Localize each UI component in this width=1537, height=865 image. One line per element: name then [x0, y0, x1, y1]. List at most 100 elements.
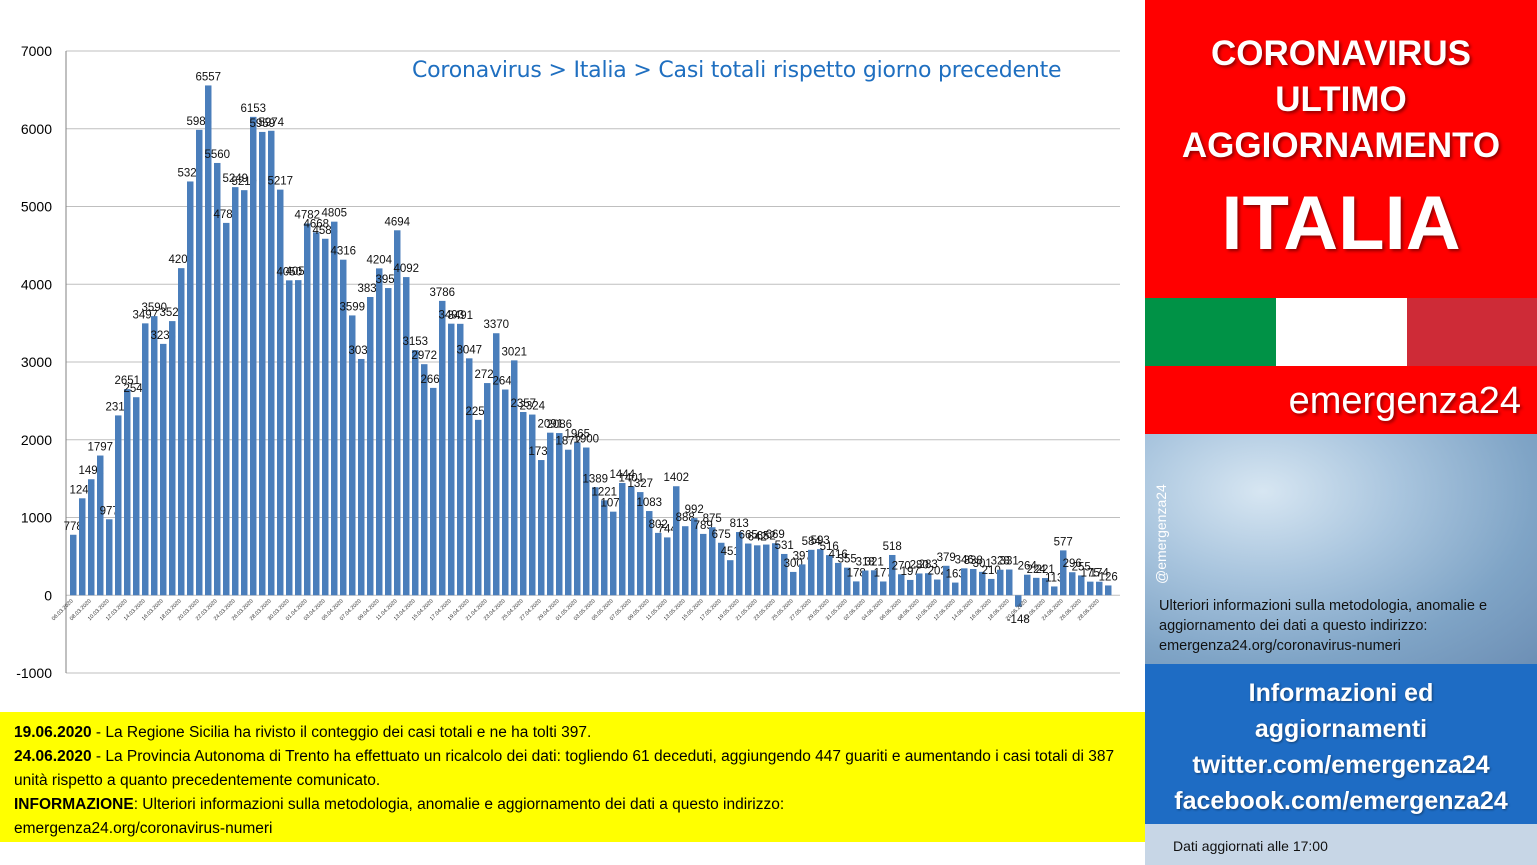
- chart-title: Coronavirus > Italia > Casi totali rispe…: [412, 58, 1062, 83]
- bar: [700, 533, 707, 596]
- bar: [790, 571, 797, 596]
- bar: [808, 549, 815, 596]
- headline-line-2: ULTIMO: [1275, 80, 1407, 119]
- bar: [160, 343, 167, 596]
- data-label: 802: [649, 519, 668, 531]
- bar: [1060, 550, 1067, 596]
- bar: [304, 223, 311, 596]
- data-label: 2086: [546, 419, 572, 431]
- bar: [637, 492, 644, 596]
- bar: [151, 316, 158, 596]
- data-label: 355: [838, 554, 857, 566]
- data-label: 3493: [438, 310, 464, 322]
- data-label: 224: [1027, 564, 1047, 576]
- data-label: 675: [712, 529, 731, 541]
- data-label: 6153: [240, 103, 266, 115]
- data-label: 593: [811, 535, 830, 547]
- bar-chart: -100001000200030004000500060007000778124…: [16, 43, 1120, 681]
- bar: [862, 570, 869, 596]
- data-label: 1797: [87, 442, 113, 454]
- bar: [691, 518, 698, 596]
- data-label: 221: [1036, 564, 1055, 576]
- data-label: 4668: [303, 218, 329, 230]
- data-label: 652: [757, 531, 776, 543]
- bar: [619, 482, 626, 596]
- brand-bar: emergenza24: [1145, 366, 1537, 434]
- data-label: 175: [1081, 568, 1100, 580]
- data-label: 778: [64, 521, 83, 533]
- bar: [241, 190, 248, 596]
- data-label: 1444: [609, 469, 635, 481]
- data-label: 202: [928, 566, 947, 578]
- bar: [916, 573, 923, 596]
- data-label: 4092: [393, 263, 419, 275]
- note-3-text: : Ulteriori informazioni sulla metodolog…: [133, 796, 785, 813]
- data-label: 3153: [402, 336, 428, 348]
- bar: [592, 487, 599, 596]
- bar: [1105, 585, 1112, 596]
- bar: [718, 542, 725, 596]
- facebook-link[interactable]: facebook.com/emergenza24: [1174, 787, 1508, 815]
- data-label: 665: [739, 530, 758, 542]
- social-line-1: Informazioni ed: [1248, 679, 1434, 707]
- flag-white: [1276, 298, 1407, 366]
- data-label: 283: [919, 559, 938, 571]
- data-label: 3590: [141, 302, 167, 314]
- bar: [70, 534, 77, 596]
- bar: [961, 568, 968, 596]
- data-label: 584: [802, 536, 822, 548]
- bar: [475, 419, 482, 596]
- bar: [556, 433, 563, 596]
- bar: [187, 181, 194, 596]
- data-label: 3021: [501, 346, 527, 358]
- bar: [1024, 574, 1031, 596]
- data-label: 977: [100, 505, 119, 517]
- note-1-date: 19.06.2020: [14, 724, 92, 741]
- bar: [1033, 577, 1040, 596]
- data-label: 4694: [384, 216, 410, 228]
- bar: [439, 300, 446, 596]
- data-label: 1401: [618, 472, 644, 484]
- data-label: 577: [1054, 536, 1073, 548]
- data-label: 5959: [249, 118, 275, 130]
- bar: [988, 578, 995, 596]
- data-label: 3599: [339, 301, 365, 313]
- twitter-link[interactable]: twitter.com/emergenza24: [1192, 751, 1490, 779]
- bar: [196, 129, 203, 596]
- data-label: 1900: [573, 434, 599, 446]
- data-label: 518: [883, 541, 902, 553]
- bar: [547, 432, 554, 596]
- bar: [1042, 578, 1049, 596]
- bar: [997, 569, 1004, 596]
- data-label: 2324: [519, 401, 545, 413]
- bar: [286, 280, 293, 596]
- bar: [565, 449, 572, 596]
- bar: [268, 130, 275, 596]
- bar: [745, 543, 752, 596]
- data-label: 4204: [366, 254, 392, 266]
- note-1: 19.06.2020 - La Regione Sicilia ha rivis…: [14, 721, 1131, 745]
- bar: [421, 364, 428, 596]
- bar: [97, 455, 104, 596]
- bar: [655, 532, 662, 596]
- note-4-link[interactable]: emergenza24.org/coronavirus-numeri: [14, 820, 273, 837]
- bar: [385, 288, 392, 596]
- data-label: 642: [748, 531, 767, 543]
- notes-panel: 19.06.2020 - La Regione Sicilia ha rivis…: [0, 712, 1145, 842]
- bar: [736, 532, 743, 596]
- bar: [484, 383, 491, 596]
- bar: [538, 460, 545, 596]
- bar: [205, 85, 212, 596]
- data-label: 174: [1090, 568, 1110, 580]
- note-1-text: - La Regione Sicilia ha rivisto il conte…: [91, 724, 592, 741]
- bar: [934, 579, 941, 596]
- bar: [844, 567, 851, 596]
- note-2-date: 24.06.2020: [14, 748, 92, 765]
- bar: [124, 389, 131, 596]
- data-label: 2651: [114, 375, 140, 387]
- bar: [448, 323, 455, 596]
- data-label: 177: [874, 567, 893, 579]
- y-tick-label: 6000: [21, 121, 52, 137]
- bar: [583, 447, 590, 596]
- headline-line-3: AGGIORNAMENTO: [1181, 126, 1501, 165]
